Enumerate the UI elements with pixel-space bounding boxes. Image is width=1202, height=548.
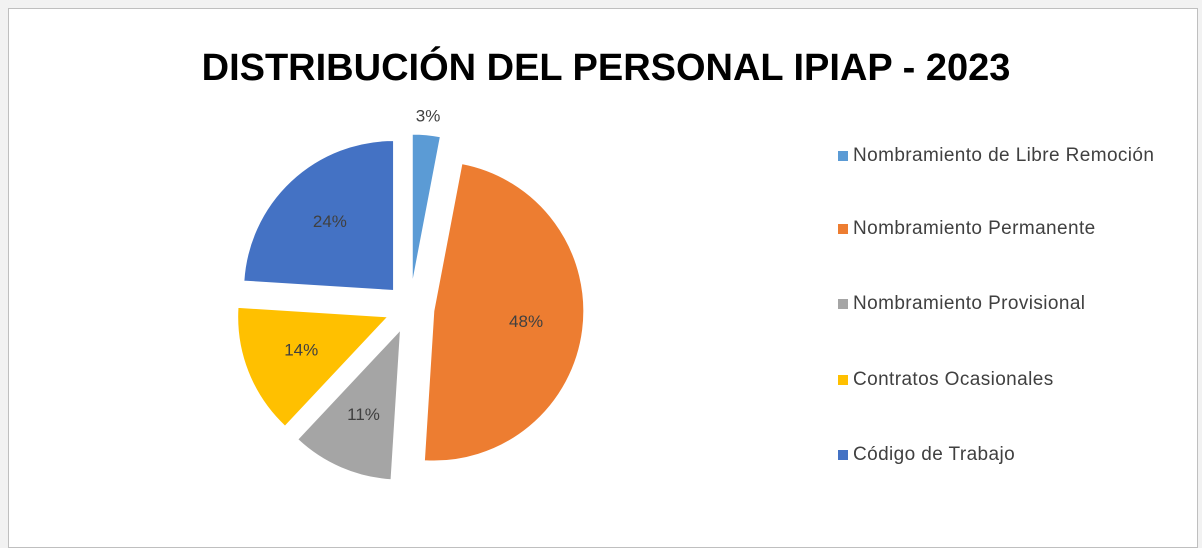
chart-frame (8, 8, 1198, 548)
legend-label: Nombramiento Provisional (853, 293, 1086, 314)
legend-swatch (838, 224, 848, 234)
legend-item: Nombramiento Permanente (838, 215, 1096, 242)
pie-slice (243, 140, 395, 292)
pie-slice (297, 328, 402, 481)
legend-swatch (838, 151, 848, 161)
legend-item: Nombramiento de Libre Remoción (838, 142, 1154, 169)
data-label: 14% (284, 341, 318, 360)
pie-slice (423, 163, 585, 462)
data-label: 24% (313, 212, 347, 231)
legend-item: Contratos Ocasionales (838, 366, 1054, 393)
legend-label: Contratos Ocasionales (853, 369, 1054, 390)
pie-slice (237, 306, 389, 427)
chart-title: DISTRIBUCIÓN DEL PERSONAL IPIAP - 2023 (202, 45, 1011, 89)
data-label: 48% (509, 312, 543, 331)
chart: DISTRIBUCIÓN DEL PERSONAL IPIAP - 2023 3… (202, 45, 1011, 481)
legend-item: Nombramiento Provisional (838, 290, 1085, 317)
legend-label: Nombramiento Permanente (853, 218, 1096, 239)
data-label: 11% (347, 405, 380, 424)
legend-label: Nombramiento de Libre Remoción (853, 145, 1155, 166)
legend-swatch (838, 450, 848, 460)
data-label: 3% (416, 106, 441, 125)
legend-swatch (838, 375, 848, 385)
pie-slice (411, 133, 441, 285)
legend-swatch (838, 299, 848, 309)
legend-item: Código de Trabajo (838, 441, 1015, 468)
legend-label: Código de Trabajo (853, 444, 1016, 465)
